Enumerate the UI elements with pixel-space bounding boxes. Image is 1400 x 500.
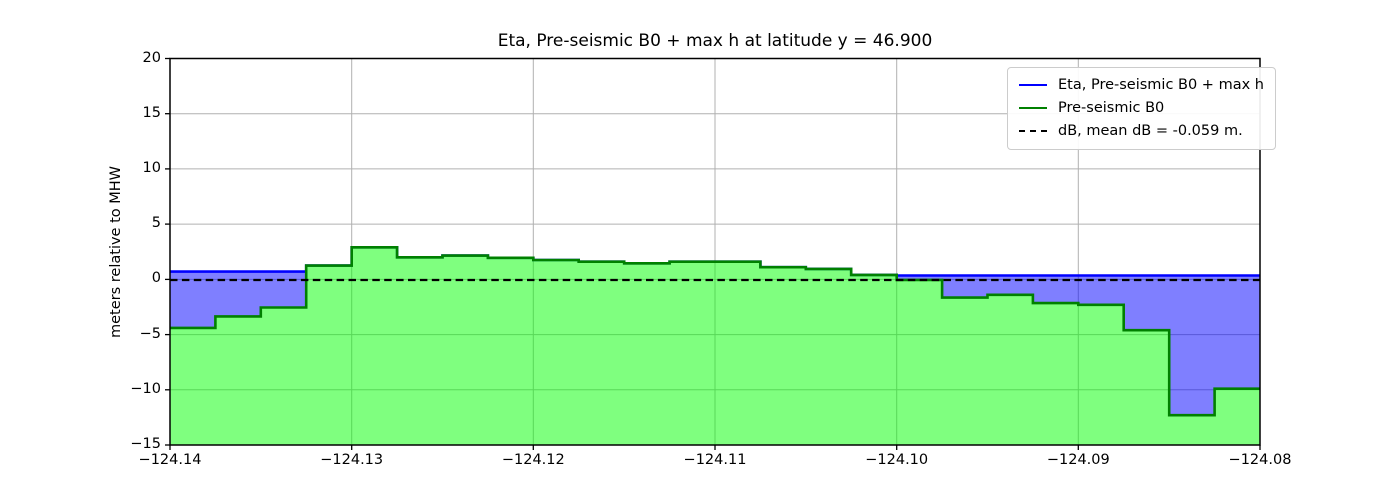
b0-line: [170, 246, 1260, 417]
eta-water-fill: [170, 271, 307, 328]
legend-line-eta-icon: [1019, 84, 1047, 86]
legend-label-db: dB, mean dB = -0.059 m.: [1058, 123, 1243, 139]
x-tick-label: −124.14: [138, 452, 202, 468]
chart-title: Eta, Pre-seismic B0 + max h at latitude …: [497, 31, 933, 51]
legend-row-eta: Eta, Pre-seismic B0 + max h: [1019, 76, 1264, 94]
legend-line-b0-icon: [1019, 107, 1047, 109]
x-tick-label: −124.13: [320, 452, 384, 468]
x-tick-label: −124.08: [1228, 452, 1292, 468]
legend: Eta, Pre-seismic B0 + max h Pre-seismic …: [1007, 67, 1276, 150]
y-tick-label: 15: [142, 104, 161, 121]
x-tick-label: −124.12: [501, 452, 565, 468]
y-tick-label: −15: [130, 436, 161, 452]
x-tick-label: −124.09: [1046, 452, 1110, 468]
plot-frame: [169, 57, 1261, 446]
legend-line-db-icon: [1019, 130, 1047, 132]
legend-label-b0: Pre-seismic B0: [1058, 100, 1165, 116]
y-tick-label: 10: [142, 159, 161, 176]
x-tick-label: −124.10: [865, 452, 929, 468]
x-tick-label: −124.11: [683, 452, 747, 468]
y-tick-label: −10: [130, 380, 161, 397]
y-tick-label: −5: [139, 325, 161, 342]
legend-row-b0: Pre-seismic B0: [1019, 99, 1264, 117]
y-tick-label: 20: [142, 49, 161, 66]
legend-row-db: dB, mean dB = -0.059 m.: [1019, 122, 1264, 140]
y-tick-label: 0: [151, 270, 161, 287]
eta-water-fill: [896, 275, 1260, 416]
legend-label-eta: Eta, Pre-seismic B0 + max h: [1058, 77, 1264, 93]
y-tick-label: 5: [151, 215, 161, 232]
